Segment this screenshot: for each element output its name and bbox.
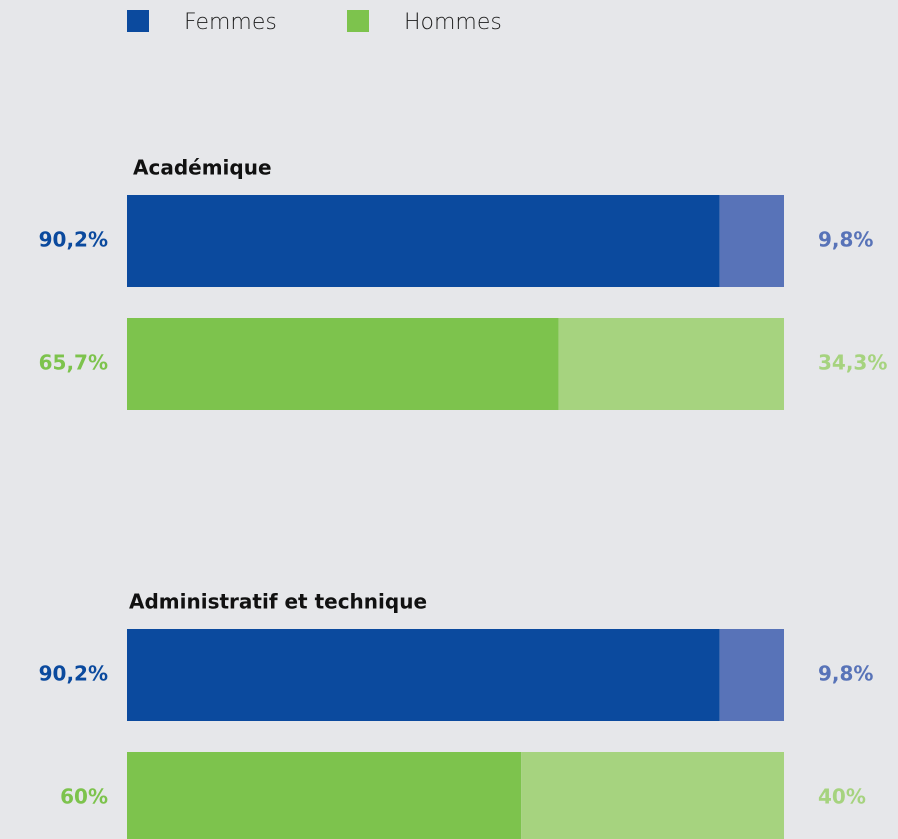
legend-label: Hommes — [404, 10, 502, 35]
bar-segment — [127, 195, 720, 287]
bar-segment — [558, 318, 784, 410]
legend-swatch — [127, 10, 149, 32]
value-label: 9,8% — [818, 228, 873, 252]
bar-segment — [521, 752, 784, 839]
bar-segment — [127, 629, 720, 721]
value-label: 40% — [818, 785, 866, 809]
value-label: 65,7% — [39, 351, 108, 375]
value-label: 9,8% — [818, 662, 873, 686]
legend-label: Femmes — [184, 10, 277, 35]
bar-segment — [719, 629, 784, 721]
value-label: 90,2% — [39, 662, 108, 686]
bar-segment — [719, 195, 784, 287]
bar-segment — [127, 318, 559, 410]
chart-title: Administratif et technique — [129, 590, 427, 614]
chart-title: Académique — [133, 156, 272, 180]
value-label: 60% — [60, 785, 108, 809]
legend-swatch — [347, 10, 369, 32]
value-label: 90,2% — [39, 228, 108, 252]
value-label: 34,3% — [818, 351, 887, 375]
bar-segment — [127, 752, 522, 839]
